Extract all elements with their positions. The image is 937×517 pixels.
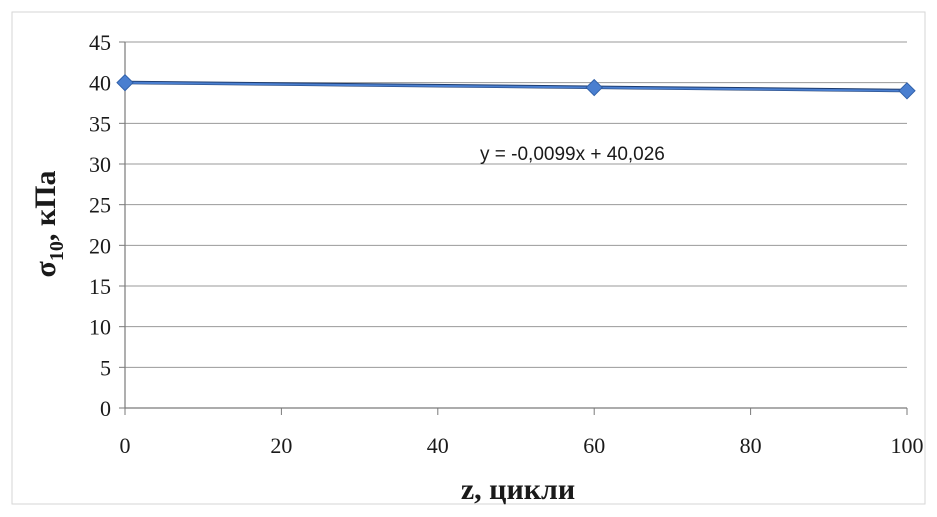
series xyxy=(116,73,916,100)
y-tick-label: 40 xyxy=(89,71,111,96)
y-tick-label: 45 xyxy=(89,30,111,55)
x-tick-label: 40 xyxy=(427,433,449,458)
y-tick-label: 25 xyxy=(89,193,111,218)
y-tick-label: 10 xyxy=(89,315,111,340)
x-tick-label: 80 xyxy=(740,433,762,458)
y-tick-label: 30 xyxy=(89,152,111,177)
y-tick-label: 15 xyxy=(89,274,111,299)
y-tick-label: 35 xyxy=(89,111,111,136)
x-axis-title: z, цикли xyxy=(461,473,575,506)
axes xyxy=(119,41,908,415)
tick-labels: 0 5 10 15 20 25 30 35 40 45 0 20 40 60 80 100 xyxy=(89,30,924,458)
x-tick-label: 0 xyxy=(120,433,131,458)
chart-frame xyxy=(11,11,926,505)
x-tick-label: 60 xyxy=(583,433,605,458)
y-tick-label: 5 xyxy=(100,355,111,380)
y-axis-title-subscript: 10 xyxy=(46,241,68,261)
x-tick-label: 20 xyxy=(270,433,292,458)
data-point xyxy=(898,82,916,100)
y-axis-title-symbol: σ xyxy=(29,260,62,277)
data-point xyxy=(116,73,134,92)
y-axis-title: σ10, кПа xyxy=(29,171,68,278)
x-tick-label: 100 xyxy=(891,433,924,458)
y-tick-label: 20 xyxy=(89,233,111,258)
trendline-equation: y = -0,0099x + 40,026 xyxy=(480,144,665,165)
y-axis-title-unit: , кПа xyxy=(29,171,62,242)
data-point xyxy=(585,78,603,97)
y-tick-label: 0 xyxy=(100,396,111,421)
